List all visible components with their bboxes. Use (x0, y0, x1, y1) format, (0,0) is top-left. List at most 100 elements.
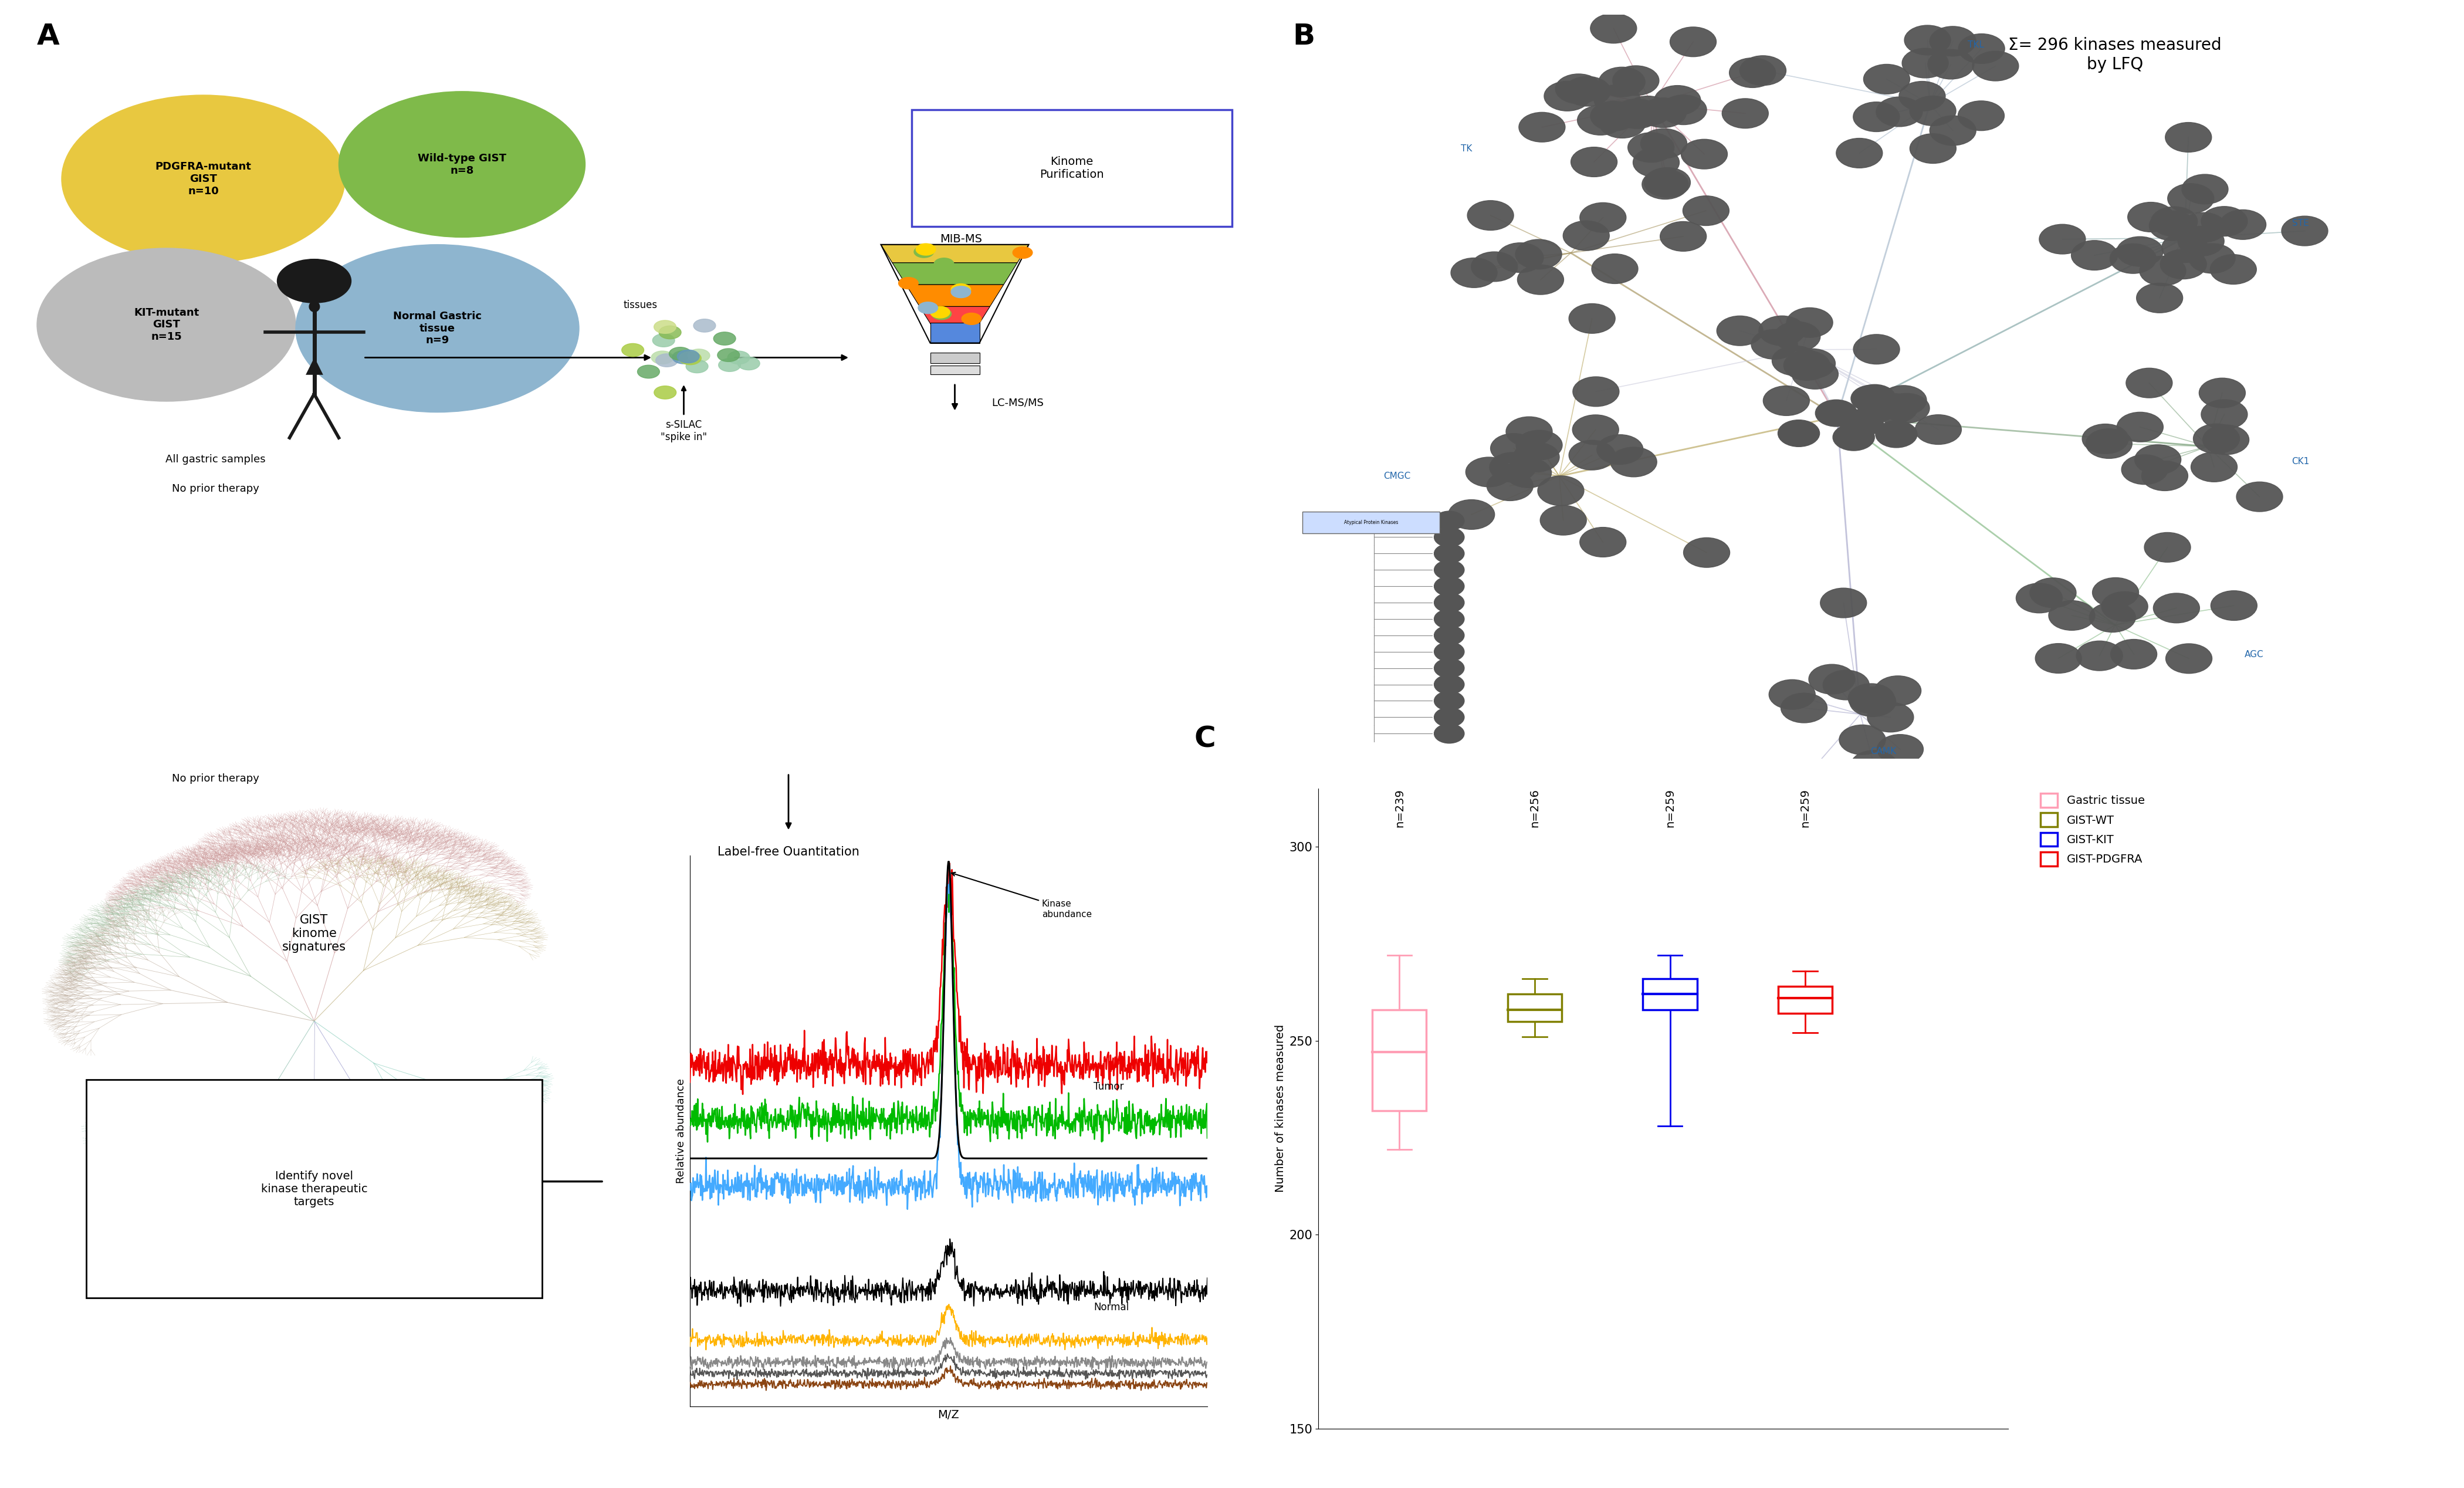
Circle shape (2181, 213, 2227, 243)
Text: Normal Gastric
tissue
n=9: Normal Gastric tissue n=9 (394, 311, 480, 345)
Circle shape (1927, 49, 1974, 79)
Circle shape (1579, 202, 1626, 232)
Circle shape (1789, 348, 1836, 378)
Y-axis label: Relative abundance: Relative abundance (675, 1079, 687, 1183)
Circle shape (1434, 512, 1464, 531)
Text: All gastric samples: All gastric samples (165, 454, 266, 464)
Circle shape (1661, 95, 1708, 125)
Circle shape (1469, 201, 1513, 231)
Circle shape (2016, 583, 2062, 613)
Text: C: C (1195, 725, 1215, 753)
Circle shape (685, 360, 707, 373)
Text: ▲: ▲ (306, 354, 323, 376)
Circle shape (1629, 132, 1673, 162)
Circle shape (931, 308, 951, 320)
Circle shape (951, 286, 971, 298)
Circle shape (1611, 446, 1656, 476)
Text: Wild-type GIST
n=8: Wild-type GIST n=8 (419, 153, 505, 176)
Circle shape (687, 350, 710, 362)
Circle shape (931, 307, 951, 318)
Circle shape (1506, 417, 1552, 446)
Circle shape (2220, 210, 2267, 240)
Circle shape (1915, 415, 1961, 445)
Circle shape (1858, 394, 1900, 421)
Circle shape (917, 244, 936, 256)
Circle shape (1540, 506, 1587, 536)
Circle shape (1572, 147, 1616, 177)
Text: TKL: TKL (1969, 40, 1984, 49)
Circle shape (1577, 106, 1624, 135)
FancyBboxPatch shape (912, 110, 1232, 226)
Circle shape (1791, 360, 1838, 390)
Circle shape (2089, 603, 2136, 632)
Circle shape (2181, 174, 2227, 204)
Circle shape (1570, 304, 1616, 333)
Circle shape (1515, 430, 1562, 460)
Circle shape (670, 347, 692, 360)
Circle shape (1434, 528, 1464, 548)
Text: Tumor: Tumor (1094, 1082, 1124, 1092)
Circle shape (1779, 420, 1818, 446)
Polygon shape (907, 284, 1003, 307)
Text: n=259: n=259 (1799, 789, 1811, 827)
Bar (1372, 1010, 1427, 1110)
Circle shape (1518, 265, 1565, 295)
Text: s-SILAC
"spike in": s-SILAC "spike in" (660, 420, 707, 442)
Circle shape (2129, 202, 2173, 232)
Text: TK: TK (1461, 144, 1473, 153)
Circle shape (1594, 85, 1641, 115)
Text: CK1: CK1 (2292, 457, 2309, 466)
Circle shape (2030, 577, 2077, 607)
Circle shape (1562, 220, 1609, 250)
Circle shape (1599, 109, 1646, 138)
Circle shape (1900, 82, 1947, 112)
Circle shape (1589, 13, 1636, 43)
Circle shape (2035, 643, 2082, 673)
Circle shape (1870, 393, 1917, 423)
Circle shape (2282, 216, 2328, 246)
Circle shape (2193, 424, 2240, 454)
Circle shape (1848, 683, 1895, 713)
Circle shape (951, 284, 971, 296)
Circle shape (621, 344, 643, 357)
Circle shape (1466, 457, 1513, 487)
Polygon shape (919, 307, 991, 344)
Circle shape (653, 320, 675, 333)
Circle shape (2144, 533, 2190, 562)
Text: ●: ● (308, 299, 320, 314)
Circle shape (1515, 240, 1562, 269)
Circle shape (1850, 750, 1897, 780)
Circle shape (1579, 527, 1626, 557)
Circle shape (1434, 545, 1464, 564)
Circle shape (2178, 226, 2225, 256)
Circle shape (2087, 429, 2131, 458)
Text: No prior therapy: No prior therapy (172, 484, 259, 494)
Circle shape (1929, 27, 1976, 57)
Circle shape (715, 332, 737, 345)
Circle shape (673, 351, 695, 363)
Circle shape (655, 354, 678, 368)
Circle shape (1833, 424, 1875, 451)
Circle shape (62, 95, 345, 263)
Circle shape (1878, 735, 1924, 765)
Circle shape (1910, 134, 1956, 164)
Circle shape (727, 351, 749, 365)
FancyBboxPatch shape (86, 1079, 542, 1298)
Text: No prior therapy: No prior therapy (172, 774, 259, 784)
Circle shape (1597, 434, 1643, 464)
Circle shape (1434, 643, 1464, 661)
Circle shape (1821, 588, 1868, 618)
Circle shape (1555, 74, 1602, 104)
Circle shape (1868, 702, 1915, 732)
Circle shape (1905, 25, 1951, 55)
Circle shape (2122, 455, 2168, 485)
Circle shape (1451, 257, 1498, 287)
Circle shape (1683, 196, 1730, 226)
Circle shape (1717, 315, 1764, 345)
Circle shape (2237, 482, 2282, 512)
Circle shape (653, 385, 675, 399)
Circle shape (1740, 55, 1786, 85)
Circle shape (1863, 64, 1910, 94)
Circle shape (1491, 452, 1535, 482)
Circle shape (2154, 594, 2200, 623)
